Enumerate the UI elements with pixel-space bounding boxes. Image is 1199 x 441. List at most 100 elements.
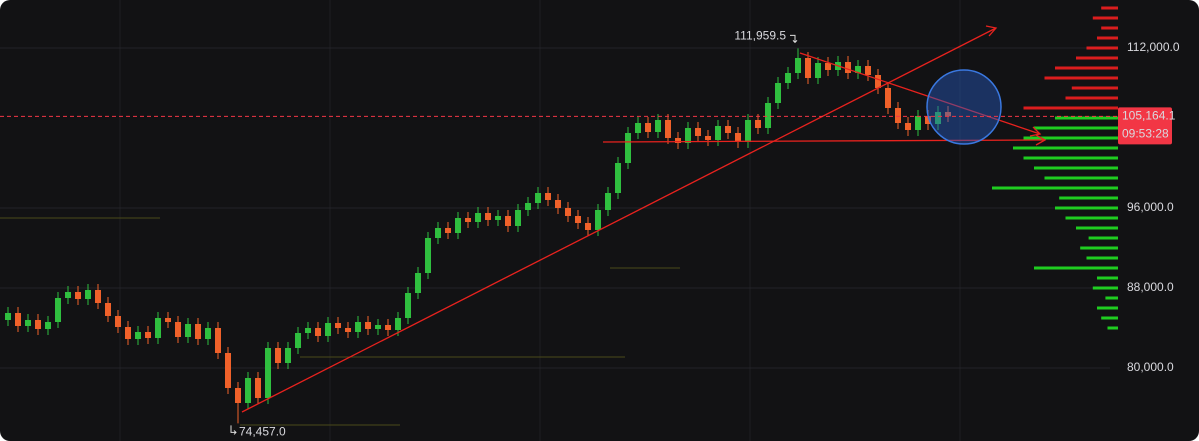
profile-bar xyxy=(1034,166,1118,170)
candle-body xyxy=(235,388,241,403)
high-annotation: 111,959.5 xyxy=(734,29,786,43)
candle-body xyxy=(735,133,741,142)
candle-body xyxy=(645,123,651,132)
candle-body xyxy=(755,120,761,128)
profile-bar xyxy=(1076,56,1118,60)
profile-bar xyxy=(1034,266,1118,270)
last-price-box xyxy=(1118,107,1172,145)
candle-body xyxy=(55,298,61,322)
candle-body xyxy=(475,213,481,222)
candle-body xyxy=(935,112,941,124)
candle-body xyxy=(775,83,781,103)
candle-body xyxy=(115,316,121,327)
candle-body xyxy=(195,324,201,339)
candle-body xyxy=(245,378,251,403)
candle-body xyxy=(335,323,341,328)
candle-body xyxy=(395,318,401,330)
candle-body xyxy=(515,210,521,226)
profile-bar xyxy=(1097,36,1118,40)
candle-body xyxy=(345,328,351,332)
volume-profile xyxy=(992,6,1118,330)
candle-body xyxy=(145,332,151,338)
candle-body xyxy=(895,108,901,123)
profile-bar xyxy=(1097,306,1118,310)
candle-body xyxy=(285,348,291,363)
candle-body xyxy=(205,328,211,339)
profile-bar xyxy=(1101,6,1118,10)
candle-body xyxy=(215,328,221,353)
candle-body xyxy=(885,88,891,108)
profile-bar xyxy=(1088,236,1118,240)
candle-body xyxy=(365,322,371,329)
level-lines xyxy=(0,217,680,426)
profile-bar xyxy=(1107,326,1118,330)
candle-body xyxy=(375,325,381,329)
candle-body xyxy=(695,128,701,136)
candle-body xyxy=(765,103,771,128)
profile-bar xyxy=(1086,46,1118,50)
candle-body xyxy=(455,218,461,233)
candle-body xyxy=(715,126,721,140)
countdown: 09:53:28 xyxy=(1122,127,1169,141)
candle-body xyxy=(925,116,931,124)
candle-body xyxy=(355,322,361,332)
candle-body xyxy=(495,216,501,220)
candle-body xyxy=(905,123,911,130)
profile-bar xyxy=(1065,216,1118,220)
candle-body xyxy=(45,322,51,329)
candle-body xyxy=(325,323,331,336)
candle-body xyxy=(665,120,671,138)
candle-body xyxy=(525,203,531,210)
candle-body xyxy=(845,62,851,73)
candle-body xyxy=(65,292,71,298)
candle-body xyxy=(175,322,181,337)
candle-body xyxy=(135,332,141,339)
candle-body xyxy=(405,293,411,318)
profile-bar xyxy=(1086,256,1118,260)
profile-bar xyxy=(1092,286,1118,290)
candle-body xyxy=(865,66,871,75)
candle-body xyxy=(225,353,231,388)
profile-bar xyxy=(1076,226,1118,230)
candle-body xyxy=(35,320,41,329)
candle-body xyxy=(575,216,581,223)
candle-body xyxy=(125,327,131,339)
y-tick-label: 96,000.0 xyxy=(1127,200,1174,214)
profile-bar xyxy=(1034,126,1118,130)
candle-body xyxy=(615,163,621,193)
candle-body xyxy=(585,223,591,230)
candle-body xyxy=(915,116,921,130)
profile-bar xyxy=(1023,136,1118,140)
candle-body xyxy=(265,348,271,398)
candle-body xyxy=(825,63,831,70)
y-tick-label: 112,000.0 xyxy=(1127,40,1180,54)
profile-bar xyxy=(1055,116,1118,120)
candle-body xyxy=(95,290,101,303)
candle-body xyxy=(185,324,191,337)
candle-body xyxy=(635,123,641,133)
profile-bar xyxy=(1023,106,1118,110)
profile-bar xyxy=(1097,276,1118,280)
candle-body xyxy=(785,73,791,83)
candle-body xyxy=(815,63,821,78)
candle-body xyxy=(275,348,281,363)
candle-body xyxy=(415,273,421,293)
candle-body xyxy=(685,128,691,143)
candle-body xyxy=(945,112,951,117)
candle-body xyxy=(15,313,21,326)
profile-bar xyxy=(992,186,1118,190)
candle-body xyxy=(155,318,161,338)
candle-body xyxy=(655,120,661,132)
drawings xyxy=(241,25,1047,413)
candle-body xyxy=(565,208,571,216)
candle-body xyxy=(25,320,31,326)
candle-body xyxy=(505,216,511,226)
candle-body xyxy=(75,292,81,299)
profile-bar xyxy=(1101,316,1118,320)
candle-body xyxy=(725,126,731,133)
y-tick-label: 88,000.0 xyxy=(1127,280,1174,294)
candle-body xyxy=(855,66,861,73)
candle-body xyxy=(675,138,681,143)
candle-body xyxy=(305,328,311,333)
y-tick-label: 80,000.0 xyxy=(1127,360,1174,374)
